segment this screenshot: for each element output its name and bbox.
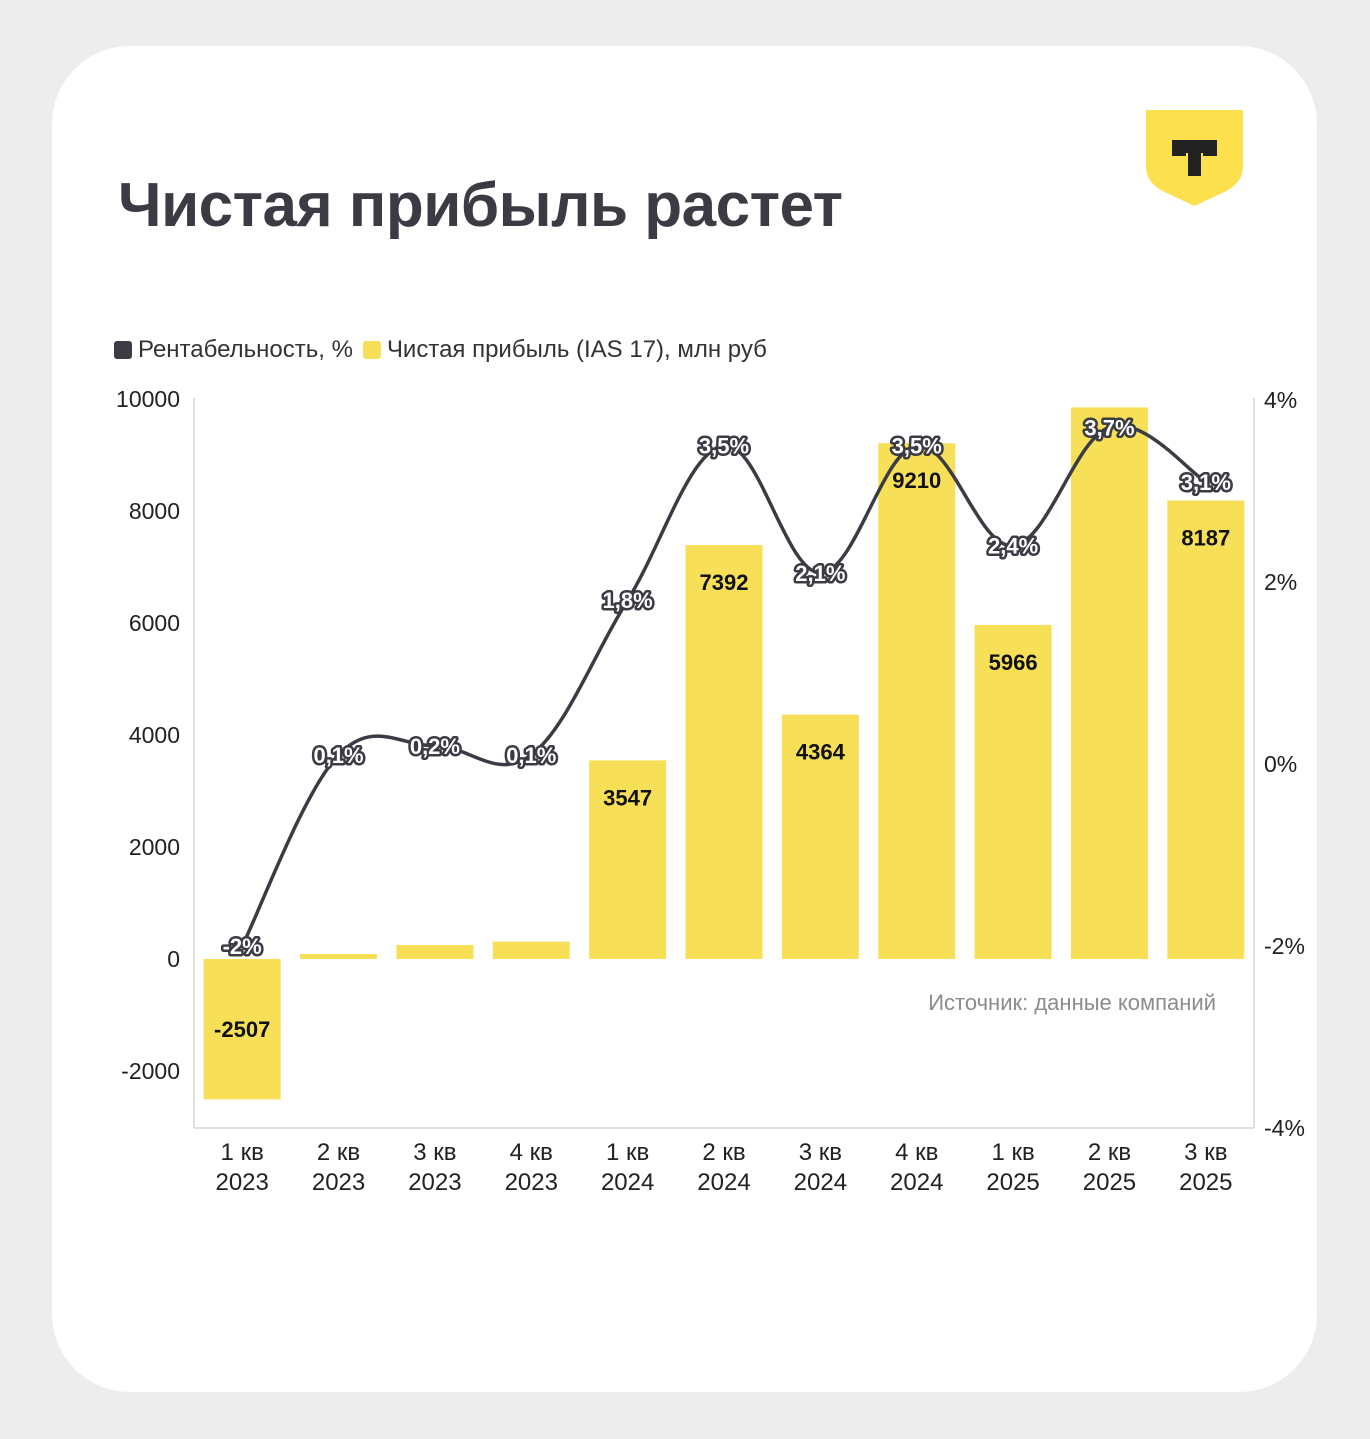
- left-axis-tick: -2000: [121, 1058, 180, 1084]
- bar-value-label: 7392: [700, 570, 749, 595]
- legend-swatch-profit: [362, 341, 381, 359]
- x-tick-quarter: 4 кв: [510, 1139, 553, 1166]
- right-axis-tick: 4%: [1264, 387, 1297, 413]
- margin-value-label: 3,7%: [1084, 415, 1134, 440]
- x-tick-quarter: 1 кв: [991, 1139, 1034, 1166]
- x-tick-quarter: 3 кв: [1184, 1139, 1227, 1166]
- x-tick-year: 2024: [601, 1169, 654, 1196]
- x-tick-year: 2023: [408, 1169, 461, 1196]
- margin-value-label: -2%: [223, 934, 262, 959]
- margin-value-label: 3,5%: [892, 434, 942, 459]
- right-axis-tick: 0%: [1264, 751, 1297, 777]
- x-tick-quarter: 3 кв: [413, 1139, 456, 1166]
- x-tick-quarter: 2 кв: [317, 1139, 360, 1166]
- bar-value-label: 4364: [796, 740, 846, 765]
- bar-value-label: 9210: [892, 468, 941, 493]
- left-axis-tick: 2000: [129, 834, 180, 860]
- tbank-logo-icon: [1146, 110, 1243, 206]
- margin-value-label: 2,4%: [988, 534, 1038, 559]
- margin-value-label: 0,1%: [506, 743, 556, 768]
- legend-item-profit: Чистая прибыль (IAS 17), млн руб: [362, 336, 767, 364]
- profit-bar: [878, 443, 956, 959]
- profit-bar: [203, 959, 281, 1100]
- x-tick-quarter: 2 кв: [702, 1139, 745, 1166]
- left-axis-tick: 8000: [129, 498, 180, 524]
- x-tick-quarter: 1 кв: [606, 1139, 649, 1166]
- right-axis-tick: -2%: [1264, 933, 1305, 959]
- profit-bar: [396, 945, 474, 959]
- left-axis-tick: 4000: [129, 722, 180, 748]
- source-note: Источник: данные компаний: [928, 990, 1216, 1015]
- profit-bar: [1070, 407, 1148, 959]
- legend-label-profit: Чистая прибыль (IAS 17), млн руб: [386, 336, 767, 363]
- profit-bar: [589, 760, 667, 959]
- margin-value-label: 0,2%: [410, 734, 460, 759]
- chart-legend: Рентабельность, % Чистая прибыль (IAS 17…: [114, 336, 767, 364]
- legend-swatch-margin: [114, 341, 132, 359]
- margin-value-label: 0,1%: [313, 743, 363, 768]
- x-tick-year: 2024: [890, 1169, 943, 1196]
- x-tick-year: 2024: [794, 1169, 847, 1196]
- x-tick-year: 2023: [312, 1169, 365, 1196]
- x-tick-quarter: 4 кв: [895, 1139, 938, 1166]
- x-tick-year: 2025: [1083, 1169, 1136, 1196]
- bar-value-label: 3547: [603, 785, 652, 810]
- margin-value-label: 3,5%: [699, 434, 749, 459]
- profit-bar: [1167, 500, 1245, 959]
- profit-bar: [781, 714, 859, 959]
- x-tick-year: 2025: [986, 1169, 1039, 1196]
- x-tick-year: 2025: [1179, 1169, 1232, 1196]
- margin-value-label: 2,1%: [795, 561, 845, 586]
- x-tick-year: 2023: [505, 1169, 558, 1196]
- x-tick-quarter: 1 кв: [221, 1139, 264, 1166]
- legend-label-margin: Рентабельность, %: [138, 336, 353, 363]
- profit-bar: [685, 545, 763, 959]
- chart-title: Чистая прибыль растет: [118, 171, 843, 240]
- right-axis-tick: -4%: [1264, 1115, 1305, 1141]
- x-tick-quarter: 2 кв: [1088, 1139, 1131, 1166]
- profit-bar: [974, 624, 1052, 959]
- left-axis-tick: 10000: [116, 386, 180, 412]
- bar-value-label: 5966: [989, 650, 1038, 675]
- legend-item-margin: Рентабельность, %: [114, 336, 353, 364]
- right-axis-tick: 2%: [1264, 569, 1297, 595]
- left-axis-tick: 6000: [129, 610, 180, 636]
- profit-bar: [492, 941, 570, 959]
- profit-bar: [300, 953, 378, 959]
- margin-value-label: 1,8%: [603, 588, 653, 613]
- margin-line: [240, 424, 1207, 947]
- x-tick-year: 2023: [215, 1169, 268, 1196]
- x-tick-year: 2024: [697, 1169, 750, 1196]
- bar-value-label: 8187: [1181, 526, 1230, 551]
- margin-value-label: 3,1%: [1181, 470, 1231, 495]
- left-axis-tick: 0: [167, 946, 180, 972]
- bar-value-label: -2507: [214, 1017, 270, 1042]
- x-tick-quarter: 3 кв: [799, 1139, 842, 1166]
